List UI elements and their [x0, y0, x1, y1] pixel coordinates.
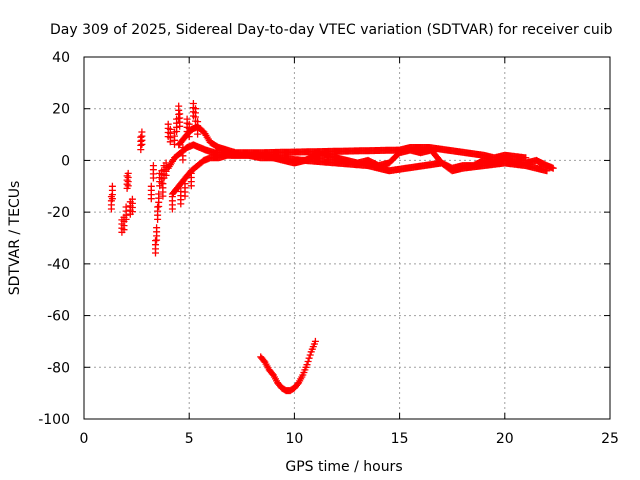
data-point [194, 130, 202, 138]
data-point [311, 337, 319, 345]
y-tick-label: -80 [47, 360, 70, 376]
data-point [152, 249, 159, 257]
data-point [137, 146, 145, 154]
y-tick-label: -60 [47, 309, 70, 325]
data-point [162, 171, 170, 179]
x-tick-labels: 0 5 10 15 20 25 [80, 431, 619, 447]
data-point [176, 122, 184, 130]
data-points [107, 100, 557, 395]
data-point [179, 156, 187, 164]
data-point [304, 358, 312, 365]
y-axis-label: SDTVAR / TECUs [7, 181, 23, 296]
y-tick-label: 0 [61, 153, 70, 169]
data-point [155, 203, 163, 210]
y-tick-label: -100 [38, 412, 70, 428]
y-tick-label: 20 [52, 102, 70, 118]
data-point [159, 192, 167, 200]
y-tick-labels: 40 20 0 -20 -40 -60 -80 -100 [38, 50, 70, 428]
data-point [124, 182, 132, 190]
data-point [181, 192, 189, 200]
data-point [108, 195, 116, 203]
chart-title: Day 309 of 2025, Sidereal Day-to-day VTE… [50, 22, 613, 38]
x-tick-label: 0 [80, 431, 89, 447]
data-point [522, 154, 530, 162]
plot-frame [83, 56, 611, 420]
x-tick-label: 5 [185, 431, 194, 447]
data-point [153, 236, 161, 244]
data-point [120, 226, 128, 234]
data-point [543, 167, 551, 175]
data-point [147, 195, 155, 203]
y-tick-label: -40 [47, 257, 70, 273]
data-point [154, 215, 162, 223]
x-axis-label: GPS time / hours [285, 459, 402, 475]
data-point [306, 351, 314, 359]
x-tick-label: 15 [391, 431, 409, 447]
y-tick-label: -20 [47, 205, 70, 221]
x-tick-label: 10 [285, 431, 303, 447]
data-point [138, 140, 146, 148]
y-tick-label: 40 [52, 50, 70, 66]
data-point [166, 138, 174, 146]
x-tick-label: 20 [496, 431, 514, 447]
data-point [187, 182, 195, 190]
data-point [168, 205, 176, 213]
data-point [173, 128, 181, 135]
data-point [128, 208, 136, 216]
data-point [303, 361, 311, 369]
grid [84, 57, 610, 419]
data-point [122, 215, 130, 223]
data-point [549, 164, 557, 172]
x-tick-label: 25 [601, 431, 619, 447]
data-point [177, 200, 185, 208]
data-point [107, 205, 115, 213]
data-point [149, 174, 157, 182]
data-point [305, 354, 313, 362]
